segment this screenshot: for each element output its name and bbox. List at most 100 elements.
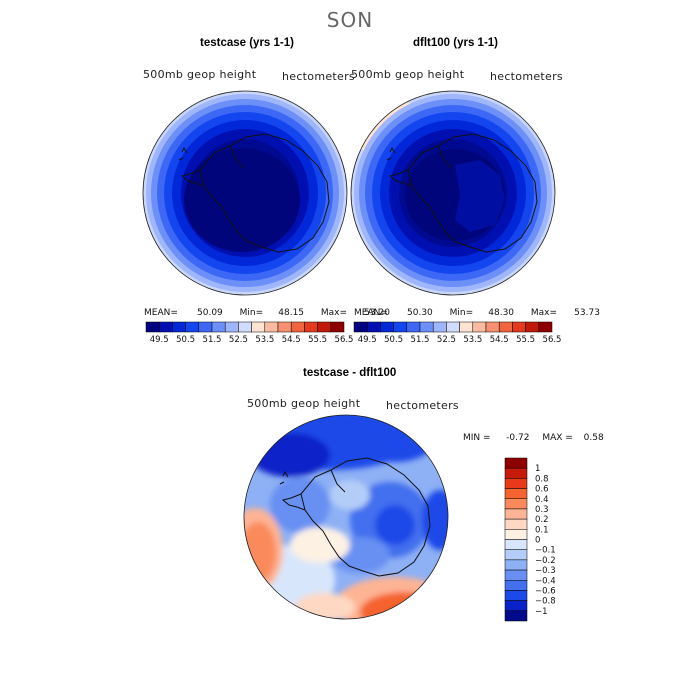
colorbar-swatch	[211, 321, 226, 333]
colorbar-swatch	[406, 321, 421, 333]
min-label: Min=	[449, 308, 474, 318]
colorbar-swatch	[504, 610, 528, 622]
colorbar-tick-label: 55.5	[516, 335, 535, 345]
colorbar-tick-label: −0.2	[535, 556, 556, 566]
colorbar-swatch	[504, 590, 528, 601]
colorbar-swatch	[504, 508, 528, 520]
colorbar-swatch	[198, 321, 213, 333]
panel-title-testcase: testcase (yrs 1-1)	[200, 37, 294, 49]
season-title: SON	[326, 8, 374, 32]
colorbar-swatch	[459, 321, 474, 333]
colorbar-swatch	[504, 498, 528, 510]
colorbar-tick-label: 0.2	[535, 515, 549, 525]
colorbar-swatch	[238, 321, 252, 333]
mean-value: 50.09	[197, 308, 223, 318]
colorbar-swatch	[504, 569, 528, 581]
colorbar-swatch	[504, 457, 528, 469]
colorbar-tick-label: −0.3	[535, 566, 556, 576]
panel-title-difference: testcase - dflt100	[303, 367, 397, 379]
panel-title-dflt100: dflt100 (yrs 1-1)	[413, 37, 499, 49]
colorbar-tick-label: 53.5	[255, 335, 274, 345]
min-label: Min=	[239, 308, 264, 318]
colorbar-tick-label: 52.5	[437, 335, 456, 345]
colorbar-swatch	[504, 539, 528, 550]
units-label-testcase: hectometers	[282, 70, 355, 83]
colorbar-tick-label: 51.5	[203, 335, 222, 345]
variable-label-dflt100: 500mb geop height	[351, 68, 465, 81]
colorbar-testcase: 49.5 50.5 51.5 52.5 53.5 54.5 55.5 56.5	[145, 321, 354, 345]
variable-label-testcase: 500mb geop height	[143, 68, 257, 81]
colorbar-dflt100: 49.5 50.5 51.5 52.5 53.5 54.5 55.5 56.5	[353, 321, 562, 345]
diff-max-label: MAX =	[542, 433, 573, 443]
stats-testcase: MEAN= 50.09 Min= 48.15 Max= 53.20	[144, 308, 390, 318]
colorbar-swatch	[504, 529, 528, 540]
colorbar-tick-label: 49.5	[150, 335, 169, 345]
antarctica-coastline-difference	[279, 457, 431, 577]
colorbar-swatch	[504, 467, 528, 479]
colorbar-tick-label: −0.6	[535, 586, 556, 596]
colorbar-swatch	[419, 321, 434, 333]
antarctica-coastline-testcase	[178, 133, 330, 253]
colorbar-swatch	[525, 321, 540, 333]
colorbar-tick-label: 56.5	[335, 335, 354, 345]
polar-map-testcase	[142, 90, 348, 296]
mean-label: MEAN=	[354, 308, 388, 318]
colorbar-swatch	[304, 321, 318, 333]
colorbar-tick-label: −1	[535, 607, 548, 617]
colorbar-tick-label: 0.8	[535, 474, 549, 484]
colorbar-tick-label: 0	[535, 536, 540, 546]
colorbar-tick-label: 0.1	[535, 525, 549, 535]
colorbar-tick-label: −0.8	[535, 597, 556, 607]
colorbar-swatch	[380, 321, 394, 333]
max-value: 53.20	[364, 308, 390, 318]
colorbar-swatch	[317, 321, 332, 333]
polar-map-difference	[243, 414, 449, 620]
colorbar-swatch	[185, 321, 200, 333]
colorbar-tick-label: 0.6	[535, 485, 549, 495]
polar-map-dflt100	[350, 90, 556, 296]
colorbar-tick-label: 51.5	[411, 335, 430, 345]
colorbar-swatch	[472, 321, 487, 333]
colorbar-swatch	[224, 321, 239, 333]
colorbar-swatch	[330, 321, 345, 333]
mean-label: MEAN=	[144, 308, 178, 318]
colorbar-tick-label: 50.5	[176, 335, 195, 345]
mean-value: 50.30	[407, 308, 433, 318]
diff-max-value: 0.58	[583, 433, 604, 443]
units-label-dflt100: hectometers	[490, 70, 563, 83]
colorbar-swatch	[504, 559, 528, 571]
colorbar-tick-label: 55.5	[308, 335, 327, 345]
colorbar-tick-label: −0.4	[535, 576, 556, 586]
colorbar-difference: 10.80.60.40.30.20.10−0.1−0.2−0.3−0.4−0.6…	[504, 457, 556, 622]
colorbar-tick-label: 56.5	[543, 335, 562, 345]
colorbar-tick-label: 54.5	[282, 335, 301, 345]
colorbar-swatch	[366, 321, 381, 333]
stats-dflt100: MEAN= 50.30 Min= 48.30 Max= 53.73	[354, 308, 600, 318]
colorbar-swatch	[504, 488, 528, 499]
colorbar-swatch	[353, 321, 368, 333]
colorbar-tick-label: 0.3	[535, 505, 549, 515]
colorbar-swatch	[393, 321, 408, 333]
antarctica-coastline-dflt100	[386, 133, 538, 253]
colorbar-swatch	[264, 321, 279, 333]
colorbar-swatch	[504, 600, 528, 612]
colorbar-tick-label: 49.5	[358, 335, 377, 345]
colorbar-tick-label: −0.1	[535, 546, 556, 556]
variable-label-difference: 500mb geop height	[247, 397, 361, 410]
colorbar-swatch	[172, 321, 186, 333]
colorbar-swatch	[446, 321, 460, 333]
colorbar-swatch	[504, 478, 528, 489]
colorbar-swatch	[290, 321, 305, 333]
min-value: 48.30	[488, 308, 515, 318]
colorbar-swatch	[251, 321, 266, 333]
colorbar-swatch	[158, 321, 173, 333]
units-label-difference: hectometers	[386, 399, 459, 412]
colorbar-swatch	[432, 321, 447, 333]
colorbar-tick-label: 0.4	[535, 495, 549, 505]
stats-difference: MIN = -0.72 MAX = 0.58	[463, 433, 604, 443]
max-value: 53.73	[574, 308, 600, 318]
colorbar-tick-label: 50.5	[384, 335, 403, 345]
colorbar-tick-label: 1	[535, 464, 540, 474]
colorbar-swatch	[145, 321, 160, 333]
